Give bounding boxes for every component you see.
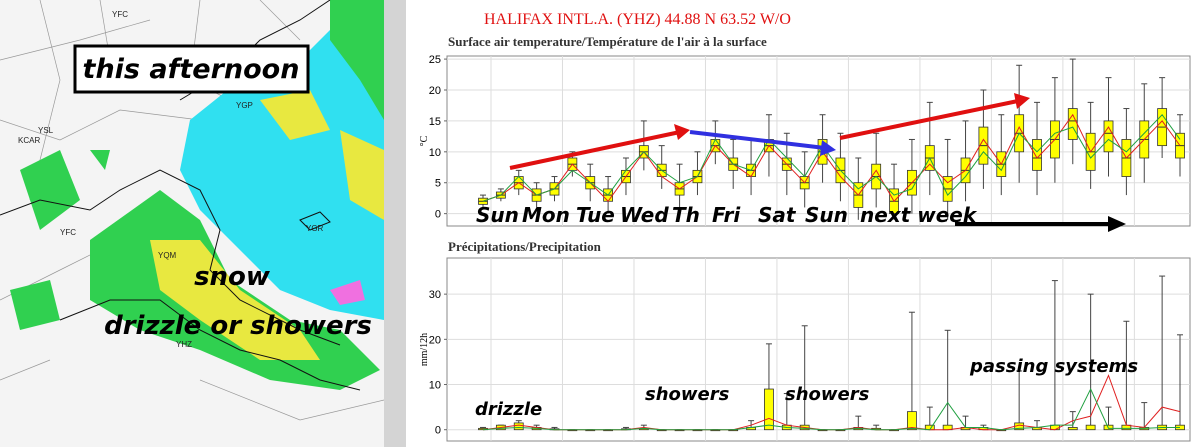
y-tick-label: 25 [429,54,441,66]
annotation: Sun [805,203,848,227]
annotation: Sun [476,203,519,227]
box [513,422,524,431]
y-tick-label: 10 [429,380,441,392]
trace-line [482,387,1180,431]
box [907,411,917,431]
station-label: YGP [236,101,253,110]
station-header: HALIFAX INTL.A. (YHZ) 44.88 N 63.52 W/O [484,11,791,28]
y-tick-label: 0 [435,425,441,437]
map-label: drizzle or showers [104,311,372,341]
annotation: showers [785,384,870,405]
box [1085,424,1096,431]
box [1032,139,1042,171]
plot-frame [446,257,1191,442]
station-label: YSL [38,126,54,135]
annotation: Sat [758,203,797,227]
annotation: passing systems [969,356,1138,377]
annotation: Tue [576,203,615,227]
y-tick-label: 30 [429,289,441,301]
chart-title: Précipitations/Precipitation [448,239,602,254]
map-label: snow [194,262,271,292]
y-tick-label: 0 [435,209,441,221]
annotation: Fri [712,203,741,227]
annotation: drizzle [475,399,542,420]
y-tick-label: 20 [429,334,441,346]
annotation: Wed [620,203,669,227]
map-caption: this afternoon [83,54,300,85]
chart-title: Surface air temperature/Température de l… [448,34,767,49]
trend-arrows [509,93,1126,232]
box [1067,427,1078,431]
station-label: YHZ [176,340,192,349]
trace-line [482,113,1181,203]
radar-map: this afternoon snow drizzle or showers Y… [0,0,385,447]
y-tick-label: 10 [429,147,441,159]
annotation: Mon [522,203,570,227]
box [1067,108,1078,140]
panel-divider [384,0,406,447]
y-axis-label: °C [419,135,430,146]
station-label: KCAR [18,136,40,145]
box [764,388,774,431]
y-tick-label: 20 [429,85,441,97]
station-label: YQM [158,251,177,260]
annotation: showers [645,384,730,405]
station-label: YFC [60,228,76,237]
station-label: YGR [306,224,324,233]
trace-line [482,113,1181,202]
y-tick-label: 15 [429,116,441,128]
box [1103,120,1114,153]
y-tick-label: 5 [435,178,441,190]
y-axis-label: mm/12h [419,333,430,366]
station-label: YFC [112,10,128,19]
annotation: Th [672,203,700,227]
